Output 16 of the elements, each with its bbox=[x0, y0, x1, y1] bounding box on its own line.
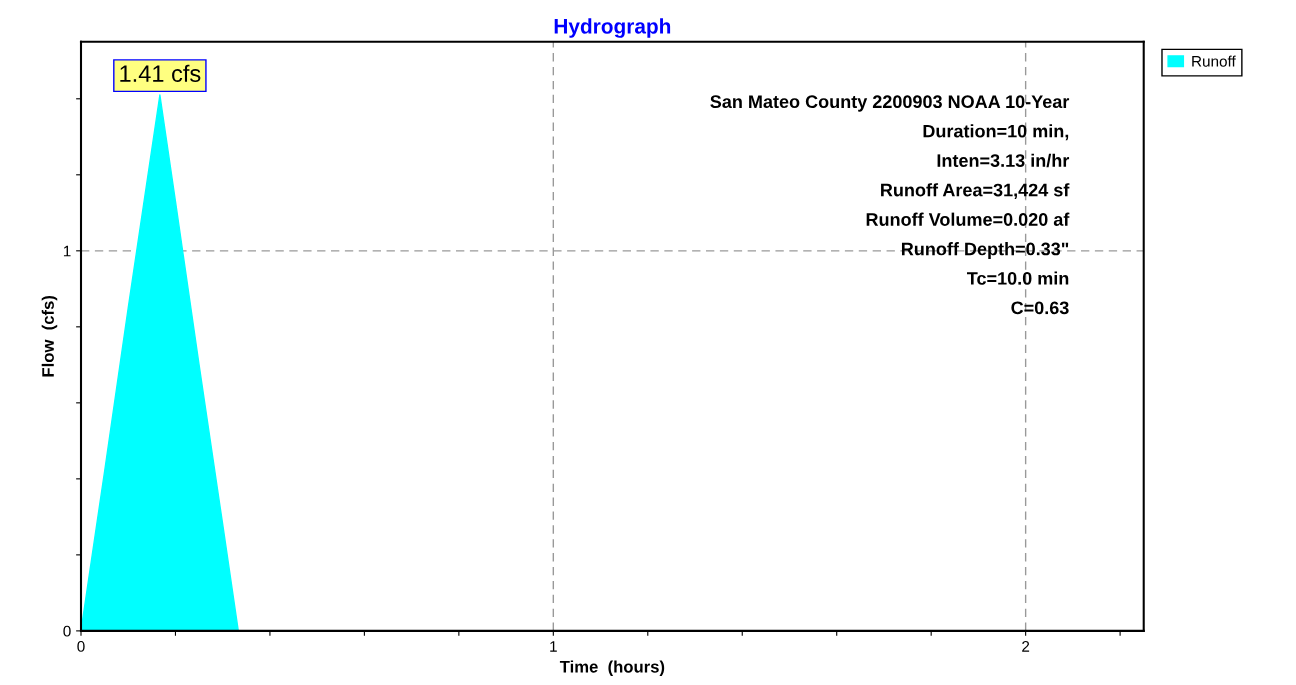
chart-title: Hydrograph bbox=[554, 18, 671, 38]
x-tick-label: 2 bbox=[1022, 641, 1030, 652]
y-axis-title: Flow (cfs) bbox=[41, 295, 58, 377]
x-axis-title: Time (hours) bbox=[559, 660, 665, 676]
annotation: Inten=3.13 in/hr bbox=[937, 153, 1070, 168]
annotation: C=0.63 bbox=[1011, 301, 1069, 315]
legend-label: Runoff bbox=[1192, 55, 1236, 67]
x-tick-label: 1 bbox=[550, 641, 557, 652]
annotation: Runoff Area=31,424 sf bbox=[881, 183, 1070, 200]
annotation: Runoff Volume=0.020 af bbox=[866, 212, 1070, 226]
x-tick-label: 0 bbox=[77, 641, 85, 652]
annotation: San Mateo County 2200903 NOAA 10-Year bbox=[710, 95, 1070, 112]
annotation: Tc=10.0 min bbox=[967, 271, 1069, 285]
annotation: Duration=10 min, bbox=[923, 124, 1069, 141]
annotation: Runoff Depth=0.33" bbox=[901, 242, 1069, 259]
annotation: 1.41 cfs bbox=[120, 64, 201, 82]
